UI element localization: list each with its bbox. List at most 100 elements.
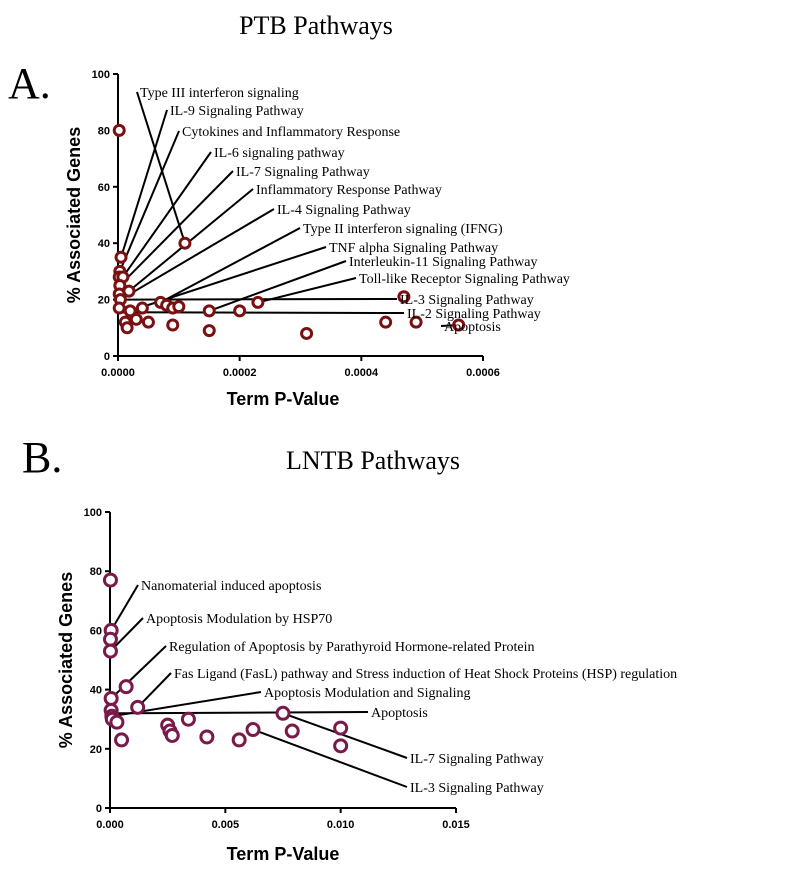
annotation-label: Type III interferon signaling (140, 86, 299, 101)
data-point (233, 304, 247, 318)
data-point (397, 290, 411, 304)
data-point (300, 326, 314, 340)
y-tick-label: 60 (98, 182, 110, 194)
y-tick-label: 40 (98, 238, 110, 250)
y-tick-label: 40 (90, 685, 102, 697)
data-point (109, 714, 125, 730)
x-tick-label: 0.0000 (101, 367, 135, 379)
annotation-label: Regulation of Apoptosis by Parathyroid H… (169, 640, 535, 655)
data-point (251, 295, 265, 309)
x-tick-label: 0.0002 (223, 367, 257, 379)
y-tick-label: 80 (98, 125, 110, 137)
data-point (180, 711, 196, 727)
annotation-label: IL-7 Signaling Pathway (410, 752, 544, 767)
annotation-label: Inflammatory Response Pathway (256, 183, 442, 198)
chart-a: PTB Pathways A. Term P-Value % Associate… (8, 11, 570, 409)
x-tick-label: 0.005 (212, 819, 240, 831)
annotation-leader-line (119, 170, 234, 287)
annotation-label: TNF alpha Signaling Pathway (329, 241, 498, 256)
data-point (164, 727, 180, 743)
chart-b: LNTB Pathways B. Term P-Value % Associat… (22, 433, 677, 864)
data-point (122, 284, 136, 298)
data-point (202, 304, 216, 318)
data-point (112, 301, 126, 315)
annotation-leader-line (120, 109, 168, 258)
data-point (245, 722, 261, 738)
data-point (123, 304, 137, 318)
x-tick-label: 0.010 (327, 819, 355, 831)
y-tick-label: 100 (92, 69, 110, 81)
data-point (114, 732, 130, 748)
annotation-label: Apoptosis Modulation and Signaling (264, 686, 471, 701)
annotation-label: Apoptosis (444, 320, 501, 335)
annotation-leader-line (110, 584, 139, 631)
annotation-leader-line (136, 672, 172, 709)
chart-b-panel-label: B. (22, 433, 62, 482)
data-point (172, 300, 186, 314)
annotation-leader-line (118, 130, 180, 272)
chart-b-y-axis-title: % Associated Genes (56, 572, 76, 748)
data-point (141, 315, 155, 329)
data-point (452, 318, 466, 332)
annotation-leader-line (136, 91, 186, 244)
annotation-label: Nanomaterial induced apoptosis (141, 579, 321, 594)
data-point (114, 250, 128, 264)
annotation-label: IL-6 signaling pathway (214, 146, 345, 161)
data-point (178, 236, 192, 250)
annotation-label: Toll-like Receptor Signaling Pathway (359, 272, 570, 287)
chart-b-x-axis-title: Term P-Value (227, 844, 340, 864)
data-point (135, 301, 149, 315)
chart-b-axes (109, 512, 456, 809)
annotation-label: Apoptosis (371, 706, 428, 721)
data-point (166, 318, 180, 332)
data-point (103, 690, 119, 706)
data-point (102, 572, 118, 588)
data-point (231, 732, 247, 748)
annotation-leader-line (128, 188, 254, 292)
annotation-label: Interleukin-11 Signaling Pathway (349, 255, 537, 270)
data-point (112, 123, 126, 137)
y-tick-label: 100 (84, 507, 102, 519)
y-tick-label: 20 (90, 744, 102, 756)
annotation-label: IL-3 Signaling Pathway (410, 781, 544, 796)
annotation-leader-line (119, 208, 275, 301)
annotation-leader-line (160, 227, 301, 304)
data-point (118, 679, 134, 695)
data-point (275, 705, 291, 721)
chart-b-points (102, 572, 349, 754)
y-tick-label: 0 (104, 351, 110, 363)
data-point (409, 315, 423, 329)
y-tick-label: 80 (90, 566, 102, 578)
chart-a-ticks: 0 20 40 60 80 100 0.0000 0.0002 0.0004 0.0006 (92, 69, 500, 379)
y-tick-label: 60 (90, 625, 102, 637)
annotation-label: IL-3 Signaling Pathway (400, 293, 534, 308)
x-tick-label: 0.015 (442, 819, 470, 831)
annotation-leader-line (122, 151, 212, 278)
data-point (379, 315, 393, 329)
annotation-leader-line (110, 645, 167, 700)
data-point (199, 729, 215, 745)
chart-b-annotations: Nanomaterial induced apoptosis Apoptosis … (141, 579, 677, 796)
annotation-label: Apoptosis Modulation by HSP70 (146, 612, 332, 627)
annotation-label: IL-7 Signaling Pathway (236, 165, 370, 180)
annotation-label: Type II interferon signaling (IFNG) (303, 222, 503, 237)
data-point (129, 312, 143, 326)
chart-a-title: PTB Pathways (239, 11, 393, 40)
annotation-label: IL-2 Signaling Pathway (407, 307, 541, 322)
data-point (333, 720, 349, 736)
data-point (202, 324, 216, 338)
annotation-label: Cytokines and Inflammatory Response (182, 125, 400, 140)
annotation-leader-line (252, 728, 408, 788)
annotation-leader-line (112, 711, 369, 715)
y-tick-label: 20 (98, 295, 110, 307)
x-tick-label: 0.000 (96, 819, 124, 831)
annotation-label: Fas Ligand (FasL) pathway and Stress ind… (174, 667, 677, 682)
chart-a-annotations: Type III interferon signaling IL-9 Signal… (140, 86, 570, 335)
annotation-leader-line (208, 260, 347, 312)
data-point (333, 738, 349, 754)
y-tick-label: 0 (96, 803, 102, 815)
chart-a-panel-label: A. (8, 59, 51, 108)
chart-b-title: LNTB Pathways (286, 446, 460, 475)
chart-a-points (112, 123, 466, 340)
annotation-label: IL-4 Signaling Pathway (277, 203, 411, 218)
